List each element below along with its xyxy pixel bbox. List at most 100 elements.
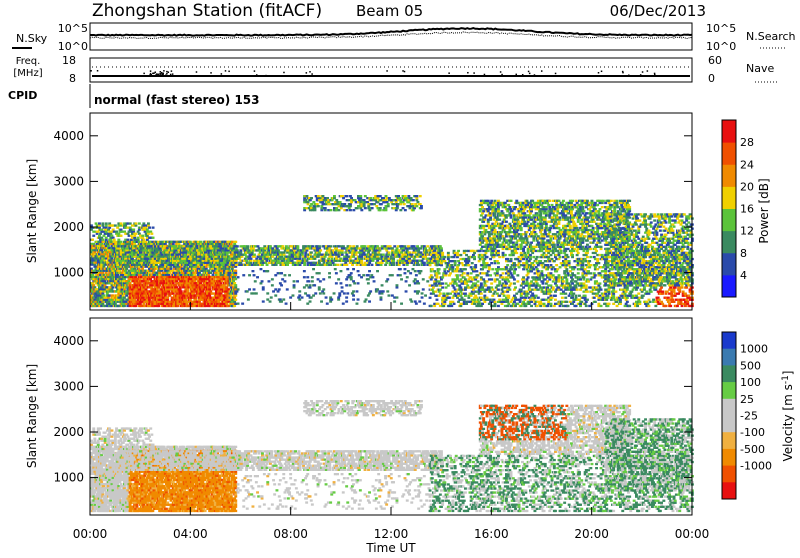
heatmap-cell: [352, 245, 355, 247]
heatmap-cell: [122, 254, 125, 256]
freq-dot: [210, 72, 212, 74]
heatmap-cell: [189, 258, 192, 260]
heatmap-cell: [210, 260, 213, 262]
heatmap-cell: [175, 286, 178, 288]
heatmap-cell: [212, 274, 215, 276]
heatmap-cell: [131, 258, 134, 260]
heatmap-cell: [168, 258, 171, 260]
heatmap-cell: [101, 224, 104, 226]
heatmap-cell: [335, 258, 338, 260]
heatmap-cell: [363, 251, 366, 253]
heatmap-cell: [135, 222, 138, 224]
heatmap-cell: [92, 284, 95, 286]
heatmap-cell: [187, 254, 190, 256]
heatmap-cell: [187, 290, 190, 292]
heatmap-cell: [219, 254, 222, 256]
heatmap-cell: [301, 251, 304, 253]
heatmap-cell: [112, 237, 115, 239]
heatmap-cell: [239, 251, 242, 253]
heatmap-cell: [223, 284, 226, 286]
heatmap-cell: [125, 268, 128, 270]
heatmap-cell: [187, 260, 190, 262]
heatmap-cell: [157, 305, 160, 307]
heatmap-cell: [116, 264, 119, 266]
heatmap-cell: [195, 297, 198, 299]
heatmap-cell: [230, 294, 233, 296]
heatmap-cell: [266, 264, 269, 266]
heatmap-cell: [147, 280, 150, 282]
heatmap-cell: [331, 258, 334, 260]
heatmap-cell: [104, 280, 107, 282]
heatmap-cell: [98, 222, 101, 224]
heatmap-cell: [105, 227, 108, 229]
heatmap-cell: [142, 303, 145, 305]
heatmap-cell: [320, 205, 323, 207]
heatmap-cell: [258, 254, 261, 256]
heatmap-cell: [179, 288, 182, 290]
heatmap-cell: [377, 251, 380, 253]
heatmap-cell: [364, 262, 367, 264]
heatmap-cell: [185, 249, 188, 251]
heatmap-cell: [130, 235, 133, 237]
heatmap-cell: [112, 286, 115, 288]
heatmap-cell: [388, 254, 391, 256]
heatmap-cell: [128, 280, 131, 282]
heatmap-cell: [293, 249, 296, 251]
heatmap-cell: [316, 203, 319, 205]
freq-dot: [225, 70, 227, 72]
heatmap-cell: [402, 249, 405, 251]
freq-dot: [97, 70, 99, 72]
heatmap-cell: [208, 294, 211, 296]
heatmap-cell: [147, 222, 150, 224]
heatmap-cell: [280, 256, 283, 258]
heatmap-cell: [406, 264, 409, 266]
freq-dot: [283, 72, 285, 74]
heatmap-cell: [173, 258, 176, 260]
heatmap-cell: [123, 297, 126, 299]
heatmap-cell: [93, 286, 96, 288]
heatmap-cell: [376, 245, 379, 247]
heatmap-cell: [139, 282, 142, 284]
heatmap-cell: [285, 245, 288, 247]
heatmap-cell: [259, 251, 262, 253]
heatmap-cell: [113, 239, 116, 241]
heatmap-cell: [170, 251, 173, 253]
heatmap-cell: [156, 288, 159, 290]
heatmap-cell: [148, 272, 151, 274]
heatmap-cell: [246, 245, 249, 247]
heatmap-cell: [367, 251, 370, 253]
heatmap-cell: [109, 239, 112, 241]
heatmap-cell: [193, 264, 196, 266]
heatmap-cell: [318, 262, 321, 264]
heatmap-cell: [220, 292, 223, 294]
heatmap-cell: [145, 288, 148, 290]
heatmap-cell: [103, 235, 106, 237]
heatmap-cell: [392, 258, 395, 260]
heatmap-cell: [264, 262, 267, 264]
heatmap-cell: [334, 251, 337, 253]
heatmap-cell: [173, 262, 176, 264]
freq-dot: [170, 74, 172, 76]
heatmap-cell: [360, 262, 363, 264]
heatmap-cell: [107, 297, 110, 299]
nave-tick-top: 60: [708, 54, 722, 67]
heatmap-cell: [133, 299, 136, 301]
heatmap-cell: [117, 247, 120, 249]
heatmap-cell: [425, 251, 428, 253]
heatmap-cell: [171, 254, 174, 256]
heatmap-cell: [393, 245, 396, 247]
heatmap-cell: [172, 270, 175, 272]
heatmap-cell: [368, 249, 371, 251]
heatmap-cell: [199, 241, 202, 243]
heatmap-cell: [93, 251, 96, 253]
heatmap-cell: [261, 260, 264, 262]
freq-dot: [90, 70, 92, 72]
heatmap-cell: [391, 247, 394, 249]
heatmap-cell: [100, 237, 103, 239]
heatmap-cell: [392, 264, 395, 266]
heatmap-cell: [381, 256, 384, 258]
freq-dot: [601, 71, 603, 73]
heatmap-cell: [146, 262, 149, 264]
heatmap-cell: [318, 247, 321, 249]
heatmap-cell: [318, 245, 321, 247]
